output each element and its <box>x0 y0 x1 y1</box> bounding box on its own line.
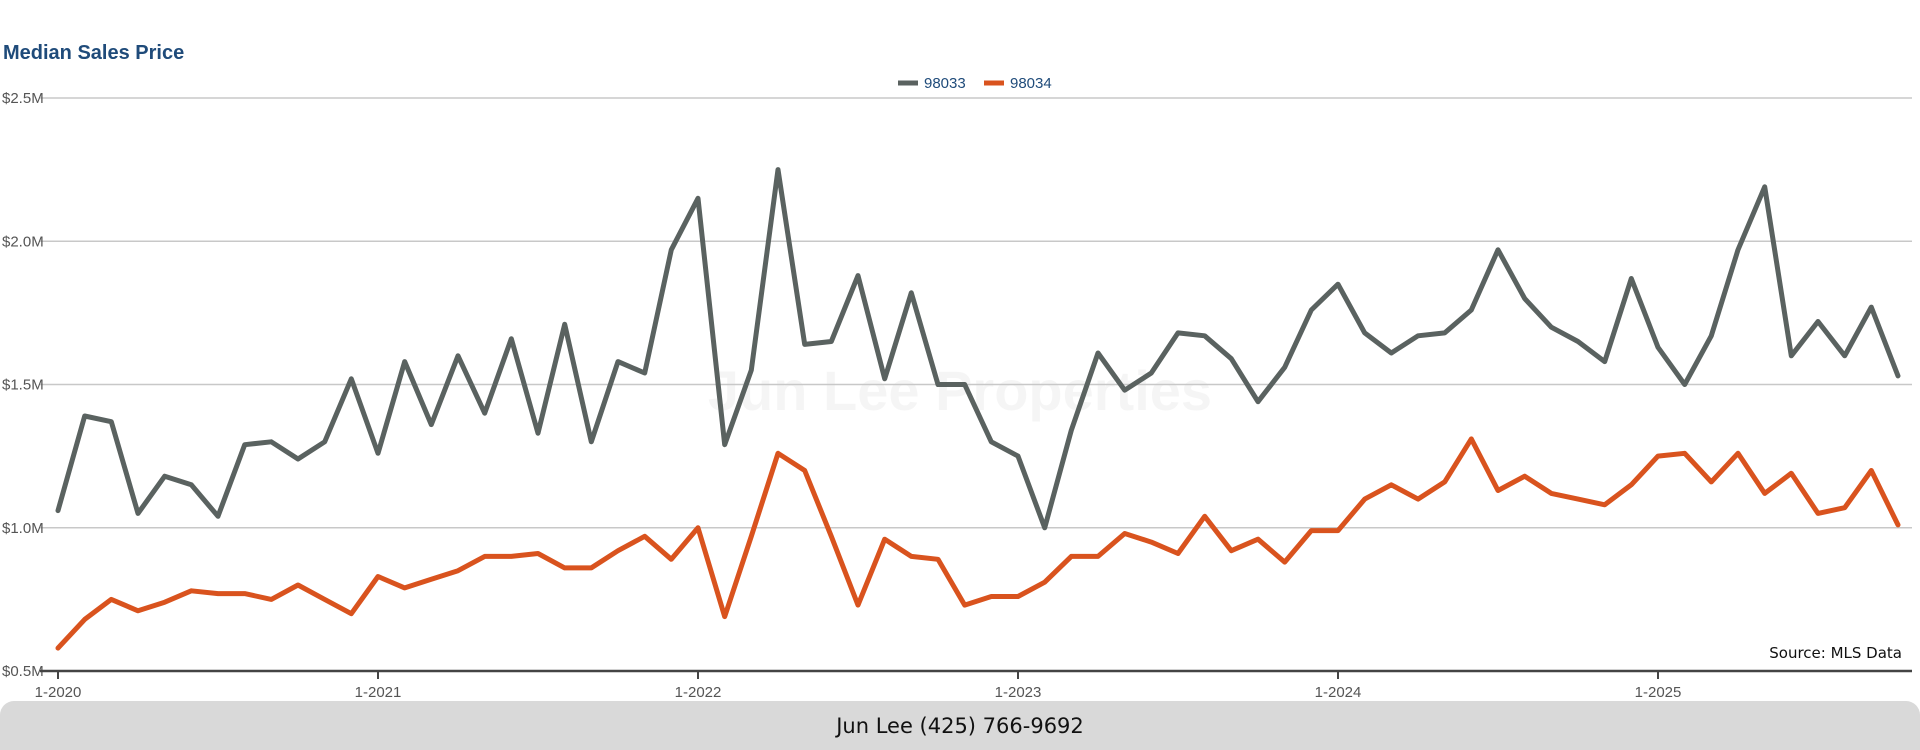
x-tick-label: 1-2020 <box>35 684 82 701</box>
legend-label-98033: 98033 <box>924 75 966 92</box>
grid-lines <box>40 97 1912 529</box>
series-line-98033 <box>55 167 1901 531</box>
y-tick-label: $1.0M <box>2 520 44 537</box>
x-tick-label: 1-2024 <box>1315 684 1362 701</box>
series-line-98034 <box>55 436 1901 651</box>
series-lines <box>55 167 1901 651</box>
y-tick-label: $2.0M <box>2 233 44 250</box>
x-tick-label: 1-2025 <box>1635 684 1682 701</box>
footer-bar: Jun Lee (425) 766-9692 <box>0 701 1920 750</box>
y-tick-label: $0.5M <box>2 663 44 680</box>
chart-title: Median Sales Price <box>3 42 185 64</box>
legend-label-98034: 98034 <box>1010 75 1052 92</box>
x-tick-label: 1-2021 <box>355 684 402 701</box>
legend: 98033 98034 <box>898 75 1052 92</box>
source-note: Source: MLS Data <box>1769 644 1902 662</box>
y-tick-label: $2.5M <box>2 90 44 107</box>
x-tick-label: 1-2022 <box>675 684 722 701</box>
watermark: Jun Lee Properties <box>708 359 1212 422</box>
footer-contact: Jun Lee (425) 766-9692 <box>836 713 1084 738</box>
axes: $0.5M $1.0M $1.5M $2.0M $2.5M 1-2020 1-2021 1-2… <box>2 90 1912 701</box>
y-tick-label: $1.5M <box>2 377 44 394</box>
x-tick-label: 1-2023 <box>995 684 1042 701</box>
